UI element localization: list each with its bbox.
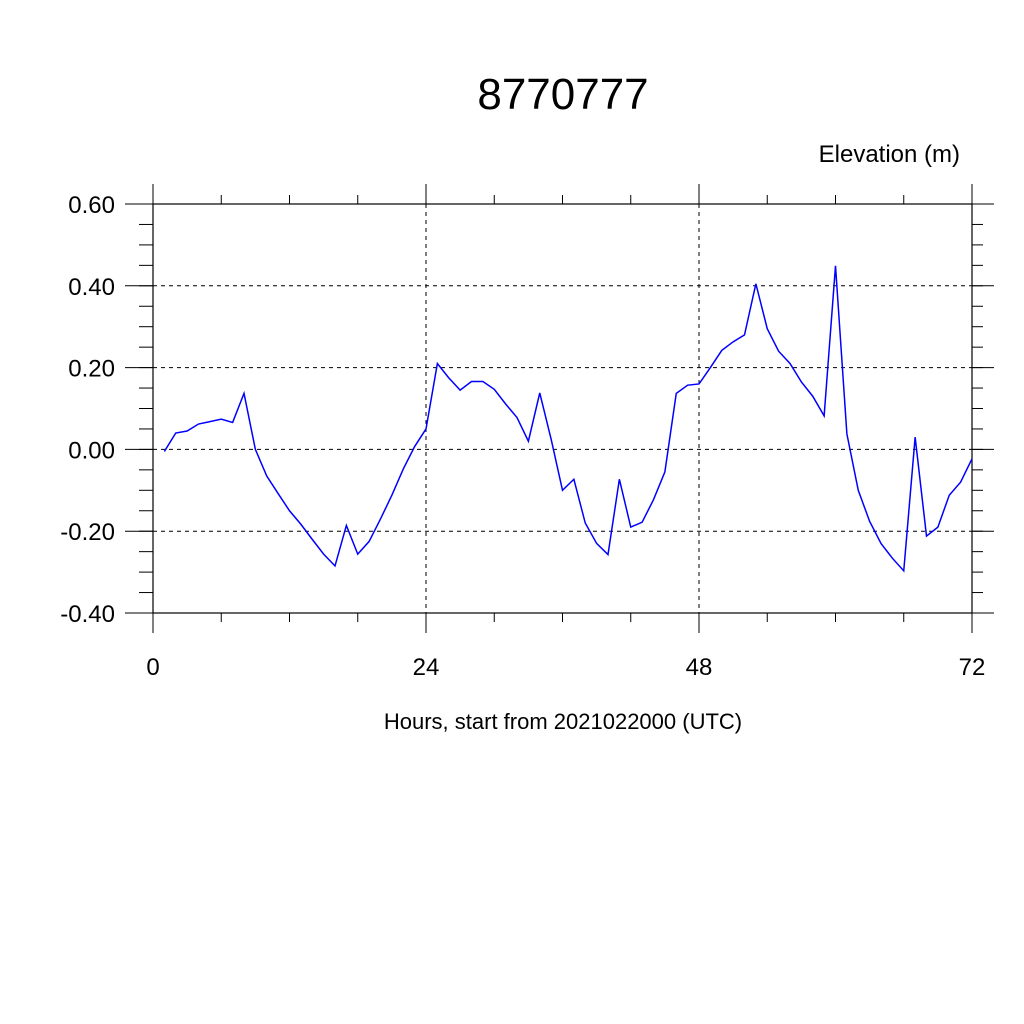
y-tick-label: -0.20 (60, 519, 115, 546)
plot-frame (152, 203, 973, 614)
y-tick-label: 0.40 (68, 274, 115, 301)
x-tick-label: 48 (686, 654, 713, 681)
x-tick-label: 0 (146, 654, 159, 681)
grid-lines (152, 203, 973, 614)
x-tick-label: 24 (413, 654, 440, 681)
x-axis-label: Hours, start from 2021022000 (UTC) (384, 709, 742, 734)
x-tick-label: 72 (959, 654, 986, 681)
series-group (163, 265, 973, 573)
y-tick-label: 0.60 (68, 192, 115, 219)
axis-ticks (125, 184, 994, 633)
y-tick-label: 0.20 (68, 356, 115, 383)
series-line (163, 265, 973, 573)
y-tick-label: 0.00 (68, 437, 115, 464)
tick-labels: -0.40 -0.20 0.00 0.20 0.40 0.60 0 24 48 72 (60, 192, 985, 681)
y-axis-label: Elevation (m) (819, 141, 960, 168)
chart-title: 8770777 (477, 70, 648, 119)
y-tick-label: -0.40 (60, 601, 115, 628)
